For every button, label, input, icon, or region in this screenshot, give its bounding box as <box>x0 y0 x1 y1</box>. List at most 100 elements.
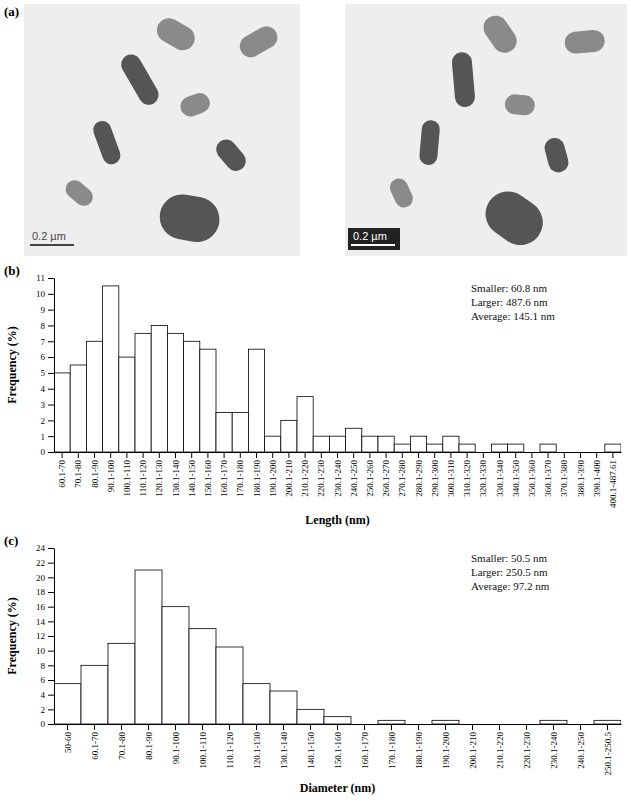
x-tick: 280.1-290 <box>414 452 424 497</box>
bar <box>432 720 459 724</box>
x-tick: 160.1-170 <box>219 452 229 497</box>
y-axis-title: Frequency (%) <box>5 597 19 674</box>
x-tick: 220.1-230 <box>522 724 532 769</box>
y-tick-label: 8 <box>41 321 46 331</box>
y-tick-label: 8 <box>41 661 46 671</box>
bar <box>605 444 621 452</box>
x-tick: 100.1-110 <box>198 724 208 768</box>
bar <box>324 717 351 724</box>
y-tick-label: 24 <box>36 543 46 553</box>
x-tick: 70.1-80 <box>73 452 83 488</box>
y-axis: 024681012141618202224 <box>36 543 55 729</box>
x-tick-mark <box>207 452 208 458</box>
particle <box>542 136 570 175</box>
x-tick-mark <box>607 724 608 730</box>
x-tick: 200.1-210 <box>468 724 478 769</box>
y-tick: 12 <box>36 631 54 641</box>
x-tick-label: 240.1-250 <box>349 460 359 497</box>
x-tick: 80.1-90 <box>144 724 154 760</box>
x-tick: 260.1-270 <box>381 452 391 497</box>
y-tick-mark <box>48 607 54 608</box>
x-tick: 170.1-180 <box>387 724 397 769</box>
y-tick: 18 <box>36 587 54 597</box>
x-tick: 230.1-240 <box>549 724 559 769</box>
y-tick: 0 <box>41 719 55 729</box>
x-tick: 80.1-90 <box>90 452 100 488</box>
annotation: Larger: 487.6 nm <box>471 296 548 308</box>
y-tick-mark <box>48 724 54 725</box>
particle <box>419 119 441 165</box>
y-tick-label: 18 <box>36 587 46 597</box>
x-tick-label: 90.1-100 <box>106 460 116 493</box>
x-tick-label: 130.1-140 <box>279 732 289 769</box>
y-tick: 22 <box>36 558 54 568</box>
x-tick-label: 360.1-370 <box>543 460 553 497</box>
bar <box>248 349 264 452</box>
x-tick: 240.1-250 <box>349 452 359 497</box>
y-tick-mark <box>48 577 54 578</box>
x-tick-label: 190.1-200 <box>268 460 278 497</box>
x-tick-mark <box>564 452 565 458</box>
x-tick-label: 100.1-110 <box>122 460 132 497</box>
x-tick-mark <box>94 452 95 458</box>
y-tick-mark <box>48 294 54 295</box>
y-tick-mark <box>48 341 54 342</box>
x-tick-mark <box>483 452 484 458</box>
bar <box>86 341 102 452</box>
y-tick: 24 <box>36 543 54 553</box>
annotation: Larger: 250.5 nm <box>471 566 548 578</box>
x-tick: 250.1-250.5 <box>603 724 613 776</box>
x-tick: 120.1-130 <box>154 452 164 497</box>
y-tick-label: 10 <box>36 289 46 299</box>
x-tick-mark <box>580 452 581 458</box>
y-axis-line <box>54 549 55 725</box>
x-tick-label: 170.1-180 <box>387 732 397 769</box>
bar <box>405 724 432 725</box>
y-tick-label: 6 <box>41 352 46 362</box>
x-tick: 60.1-70 <box>57 452 67 488</box>
bar <box>346 428 362 452</box>
x-tick-mark <box>143 452 144 458</box>
y-tick-label: 2 <box>41 705 46 715</box>
y-tick: 20 <box>36 573 54 583</box>
bar <box>103 286 119 452</box>
x-tick-mark <box>391 724 392 730</box>
bar <box>556 452 572 453</box>
x-tick: 90.1-100 <box>106 452 116 492</box>
y-tick: 0 <box>41 447 55 457</box>
x-tick-mark <box>386 452 387 458</box>
bar <box>427 444 443 452</box>
x-tick-label: 260.1-270 <box>381 460 391 497</box>
x-tick-mark <box>402 452 403 458</box>
bar <box>313 436 329 452</box>
y-tick-mark <box>48 695 54 696</box>
x-tick-label: 400.1-487.61 <box>608 460 618 508</box>
x-tick-label: 370.1-380 <box>559 460 569 497</box>
x-tick: 160.1-170 <box>360 724 370 769</box>
x-tick: 130.1-140 <box>171 452 181 497</box>
x-tick-label: 130.1-140 <box>171 460 181 497</box>
particle <box>387 176 416 211</box>
x-tick-label: 310.1-320 <box>462 460 472 497</box>
x-tick: 370.1-380 <box>559 452 569 497</box>
figure: (a)0.2 µm0.2 µm0123456789101160.1-7070.1… <box>0 0 631 802</box>
y-tick: 2 <box>41 416 55 426</box>
particle <box>118 51 163 109</box>
particle <box>156 191 223 246</box>
x-tick: 210.1-220 <box>300 452 310 497</box>
y-tick-label: 12 <box>36 631 45 641</box>
x-tick-label: 220.1-230 <box>522 732 532 769</box>
x-tick-label: 140.1-150 <box>187 460 197 497</box>
x-tick-label: 280.1-290 <box>414 460 424 497</box>
x-tick-label: 230.1-240 <box>333 460 343 497</box>
x-tick-mark <box>531 452 532 458</box>
x-tick-label: 50-60 <box>63 732 73 753</box>
x-tick-mark <box>450 452 451 458</box>
x-tick-label: 70.1-80 <box>117 732 127 760</box>
x-tick-mark <box>418 724 419 730</box>
x-tick-mark <box>515 452 516 458</box>
x-tick-mark <box>526 724 527 730</box>
x-tick: 70.1-80 <box>117 724 127 760</box>
x-tick-label: 330.1-340 <box>495 460 505 497</box>
x-tick: 140.1-150 <box>306 724 316 769</box>
